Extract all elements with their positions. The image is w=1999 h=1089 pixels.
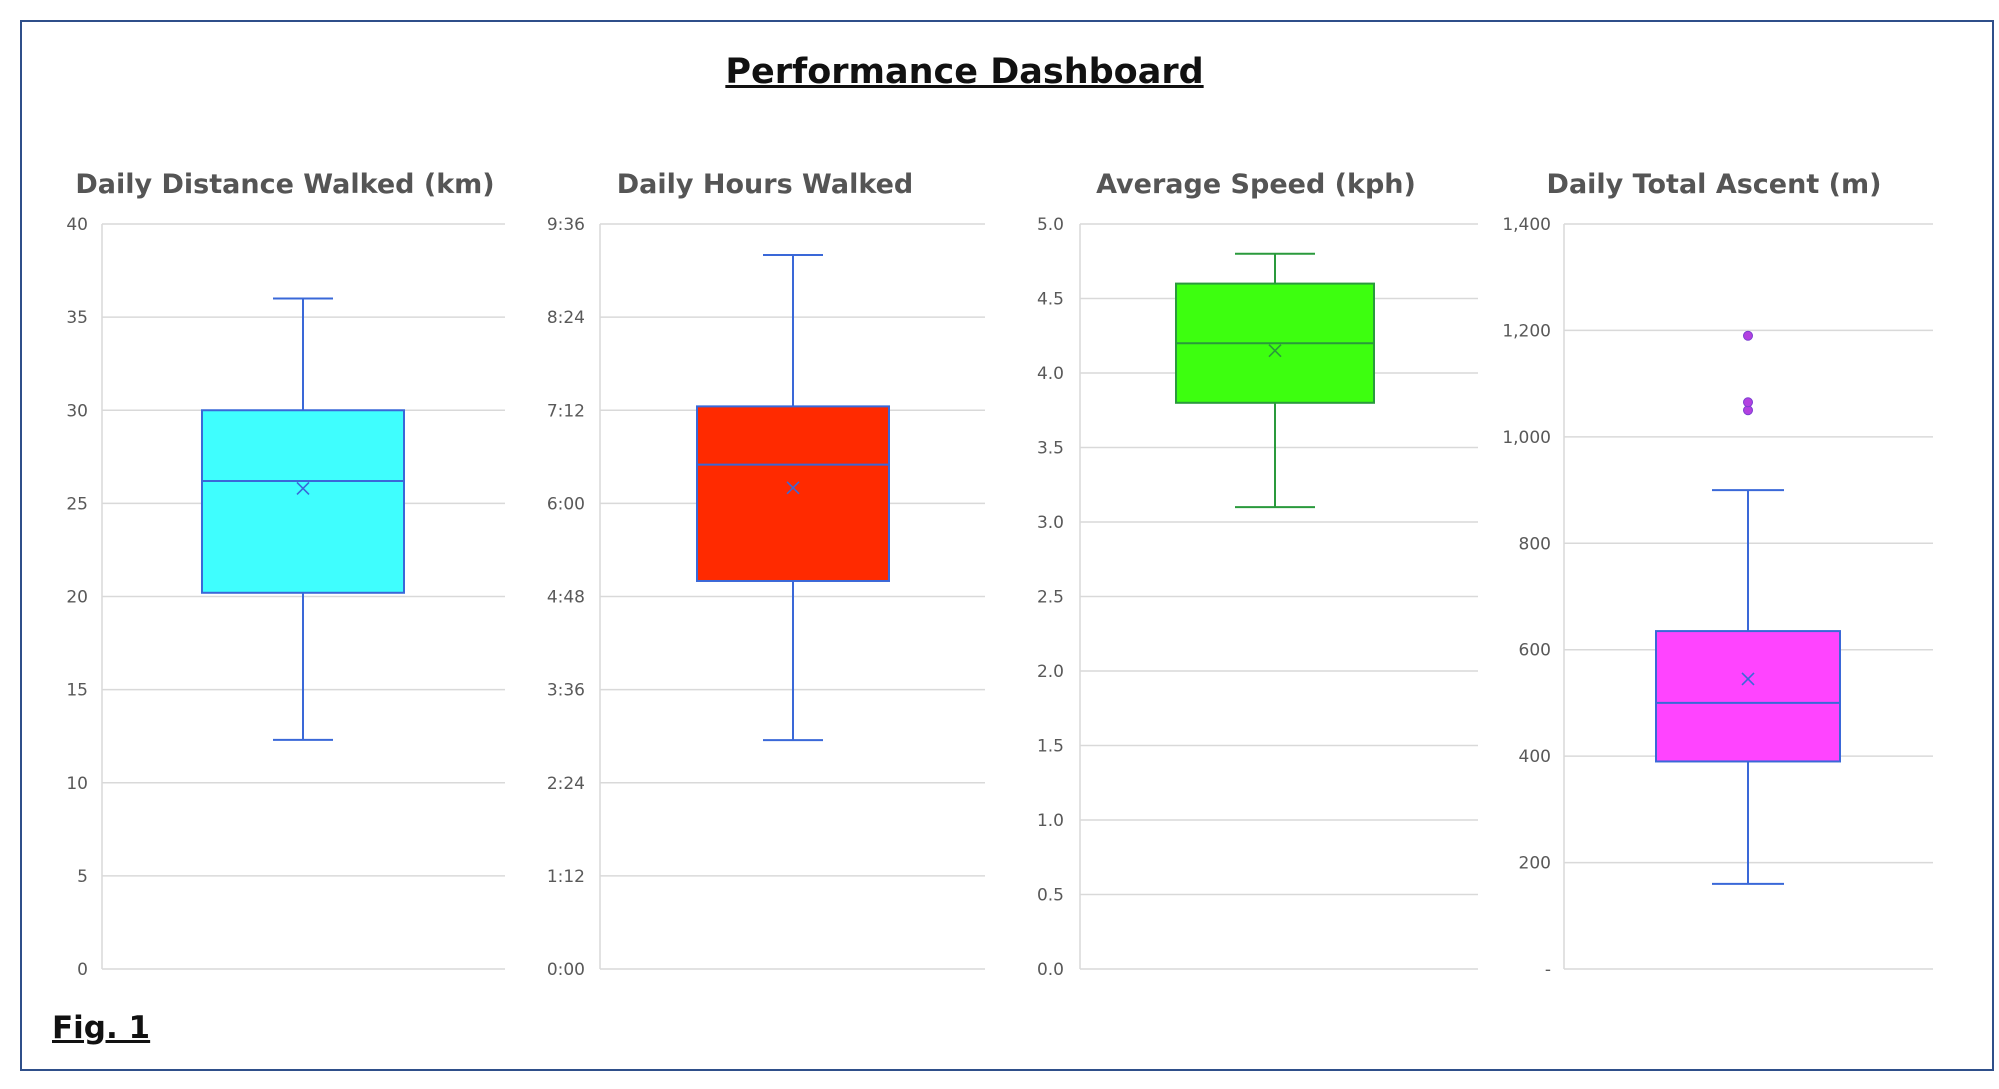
y-tick-label: 2.0 <box>1037 662 1064 682</box>
y-tick-label: 0:00 <box>547 960 585 980</box>
y-tick-label: 30 <box>66 401 88 421</box>
y-tick-label: 2.5 <box>1037 588 1064 608</box>
mean-marker <box>296 481 310 496</box>
y-tick-label: 3:36 <box>547 681 585 701</box>
y-tick-label: 200 <box>1519 854 1551 874</box>
chart-title: Daily Distance Walked (km) <box>75 169 494 200</box>
y-tick-label: 3.0 <box>1037 513 1064 533</box>
y-tick-label: 5 <box>77 867 88 887</box>
y-tick-label: 400 <box>1519 747 1551 767</box>
y-tick-label: 3.5 <box>1037 439 1064 459</box>
y-tick-label: - <box>1545 960 1551 980</box>
y-tick-label: 7:12 <box>547 401 585 421</box>
dashboard-title: Performance Dashboard <box>725 52 1204 92</box>
y-tick-label: 15 <box>66 681 88 701</box>
y-tick-label: 1,000 <box>1502 428 1551 448</box>
y-tick-label: 1.5 <box>1037 737 1064 757</box>
outlier-point <box>1743 330 1753 341</box>
y-tick-label: 1,400 <box>1502 215 1551 235</box>
figure-label: Fig. 1 <box>52 1010 151 1046</box>
mean-marker <box>1268 344 1282 358</box>
y-tick-label: 1.0 <box>1037 811 1064 831</box>
y-tick-label: 9:36 <box>547 215 585 235</box>
iqr-box <box>201 409 405 594</box>
y-tick-label: 1:12 <box>547 867 585 887</box>
y-tick-label: 800 <box>1519 534 1551 554</box>
y-tick-label: 25 <box>66 494 88 514</box>
y-tick-label: 20 <box>66 588 88 608</box>
iqr-box <box>1655 630 1841 763</box>
y-tick-label: 4.0 <box>1037 364 1064 384</box>
y-tick-label: 6:00 <box>547 494 585 514</box>
iqr-box <box>696 405 890 582</box>
y-tick-label: 40 <box>66 215 88 235</box>
chart-title: Daily Hours Walked <box>617 169 913 200</box>
y-tick-label: 4.5 <box>1037 290 1064 310</box>
outlier-point <box>1743 397 1753 408</box>
y-tick-label: 1,200 <box>1502 321 1551 341</box>
y-tick-label: 600 <box>1519 641 1551 661</box>
y-tick-label: 2:24 <box>547 774 585 794</box>
y-tick-label: 5.0 <box>1037 215 1064 235</box>
y-tick-label: 0.5 <box>1037 886 1064 906</box>
chart-title: Average Speed (kph) <box>1096 169 1416 200</box>
y-tick-label: 4:48 <box>547 588 585 608</box>
chart-title: Daily Total Ascent (m) <box>1547 169 1882 200</box>
y-tick-label: 0.0 <box>1037 960 1064 980</box>
y-tick-label: 0 <box>77 960 88 980</box>
mean-marker <box>1741 672 1755 686</box>
y-tick-label: 10 <box>66 774 88 794</box>
mean-marker <box>786 481 800 495</box>
y-tick-label: 8:24 <box>547 308 585 328</box>
y-tick-label: 35 <box>66 308 88 328</box>
